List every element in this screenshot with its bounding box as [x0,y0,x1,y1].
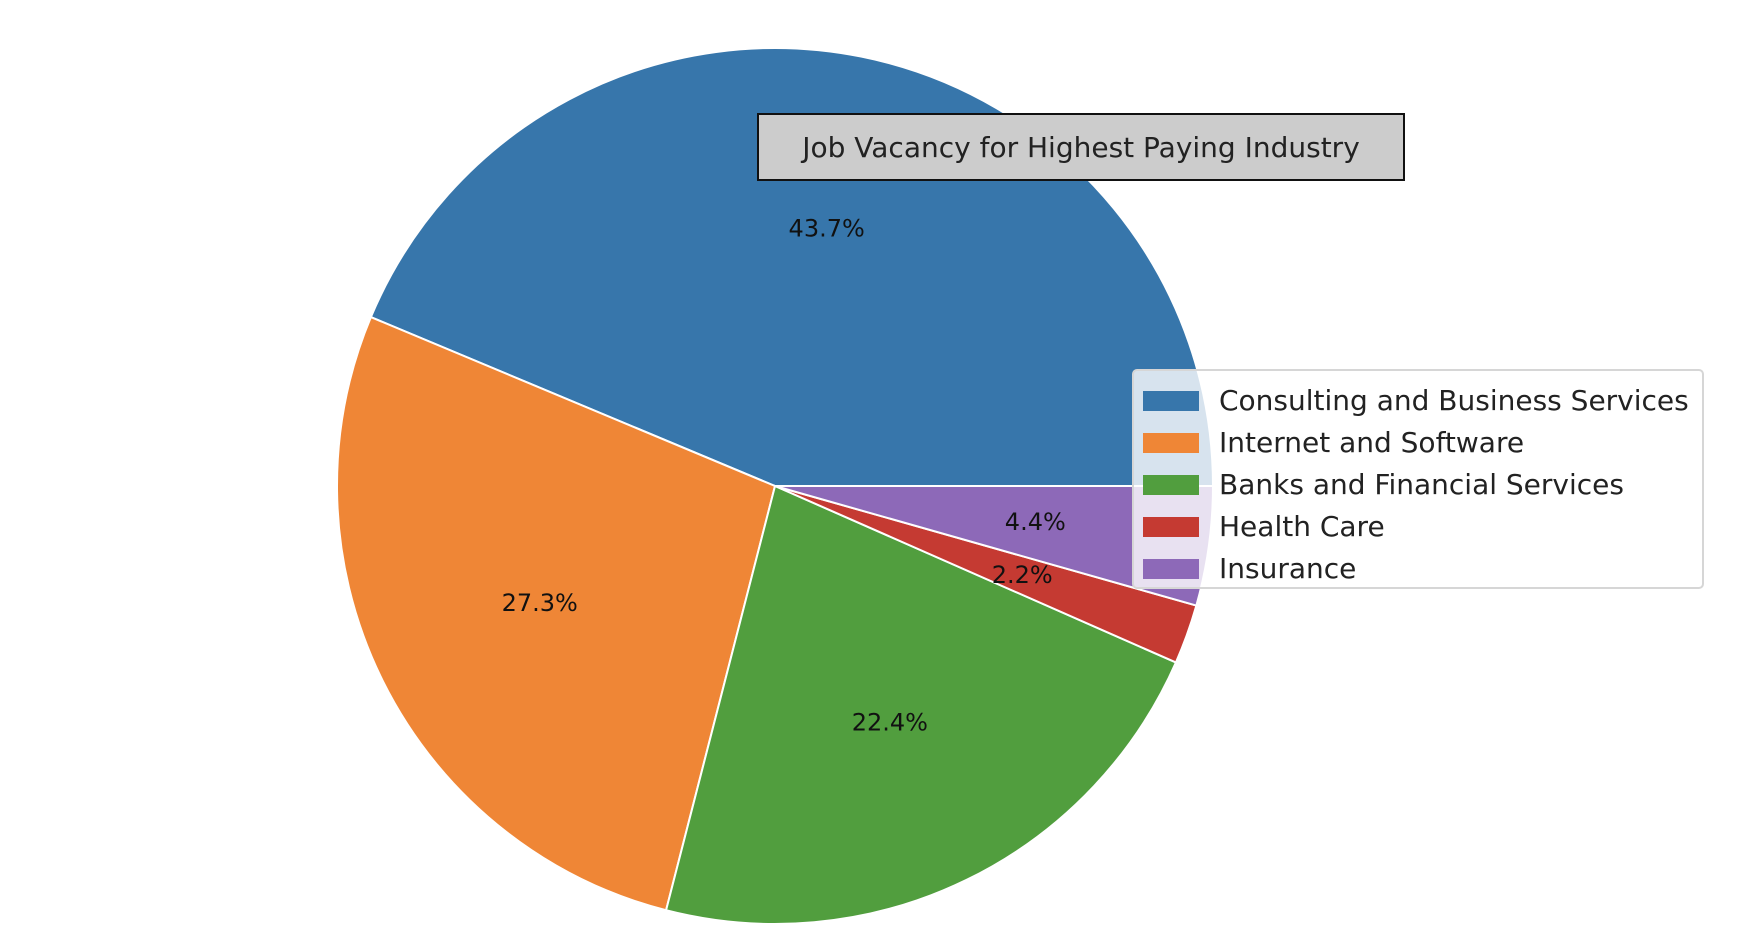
legend-frame [1132,369,1704,589]
pie-slice-labels: 43.7% 27.3% 22.4% 2.2% 4.4% [502,214,1066,736]
legend-label-5: Insurance [1219,552,1356,585]
slice-percent-label-3: 22.4% [852,708,928,736]
chart-legend: Consulting and Business Services Internet… [1132,369,1704,589]
pie-slice-3 [664,484,1178,925]
chart-title-background [757,113,1405,181]
chart-title: Job Vacancy for Highest Paying Industry [800,131,1360,164]
chart-title-box: Job Vacancy for Highest Paying Industry [757,113,1405,181]
slice-percent-label-5: 4.4% [1005,508,1066,536]
legend-swatch-2 [1143,433,1199,453]
legend-swatch-3 [1143,475,1199,495]
legend-label-4: Health Care [1219,510,1385,543]
slice-percent-label-1: 43.7% [789,214,865,242]
legend-swatch-4 [1143,517,1199,537]
slice-percent-label-4: 2.2% [992,561,1053,589]
slice-percent-label-2: 27.3% [502,589,578,617]
pie-slice-2 [336,315,777,912]
legend-label-3: Banks and Financial Services [1219,468,1624,501]
legend-swatch-5 [1143,559,1199,579]
legend-label-1: Consulting and Business Services [1219,384,1689,417]
legend-swatch-1 [1143,391,1199,411]
legend-label-2: Internet and Software [1219,426,1524,459]
